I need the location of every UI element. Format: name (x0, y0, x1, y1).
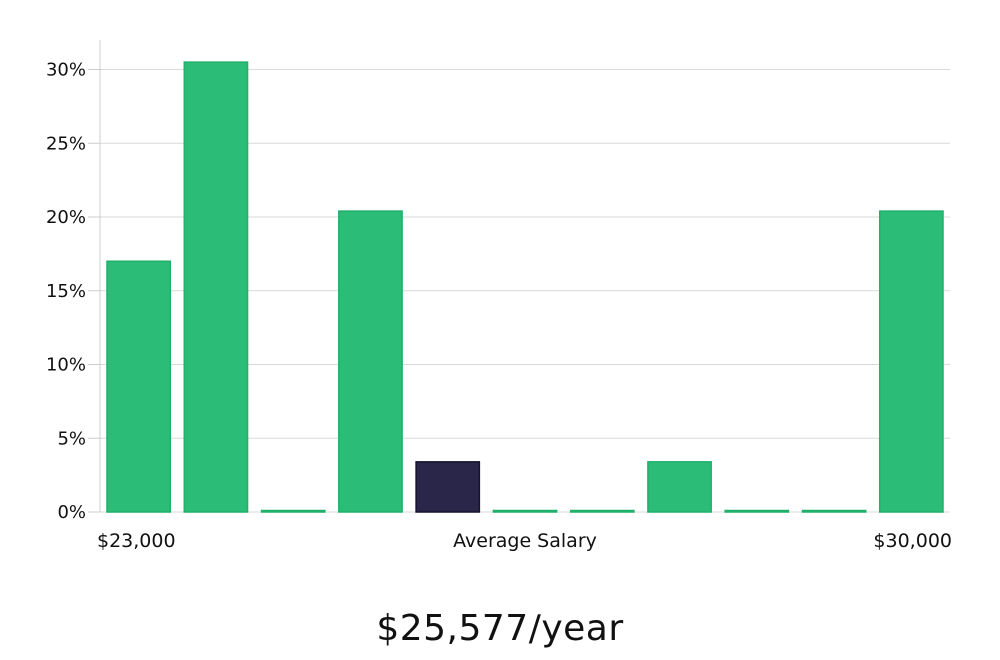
bar (492, 509, 558, 513)
average-salary-value: $25,577/year (376, 608, 624, 649)
bar (647, 461, 712, 513)
y-tick-label: 15% (46, 281, 86, 302)
x-axis-min-label: $23,000 (97, 530, 176, 552)
salary-distribution-chart: 0% 5% 10% 15% 20% 25% 30% $23,000 Average Sala… (46, 40, 952, 552)
y-tick-label: 5% (57, 428, 86, 449)
bar (724, 509, 790, 513)
y-tick-label: 0% (57, 502, 86, 523)
bar (878, 210, 944, 513)
y-tick-label: 20% (46, 207, 86, 228)
bar-highlighted (415, 461, 481, 513)
bar (260, 509, 326, 513)
bar (183, 61, 249, 513)
y-axis-ticks: 0% 5% 10% 15% 20% 25% 30% (46, 60, 100, 523)
bar (106, 260, 172, 513)
y-tick-label: 10% (46, 355, 86, 376)
y-tick-label: 25% (46, 133, 86, 154)
bar (801, 509, 867, 513)
x-axis-title: Average Salary (453, 530, 597, 552)
bars (106, 61, 944, 513)
y-tick-label: 30% (46, 60, 86, 81)
x-axis-max-label: $30,000 (873, 530, 952, 552)
bar (338, 210, 403, 513)
bar (569, 509, 635, 513)
